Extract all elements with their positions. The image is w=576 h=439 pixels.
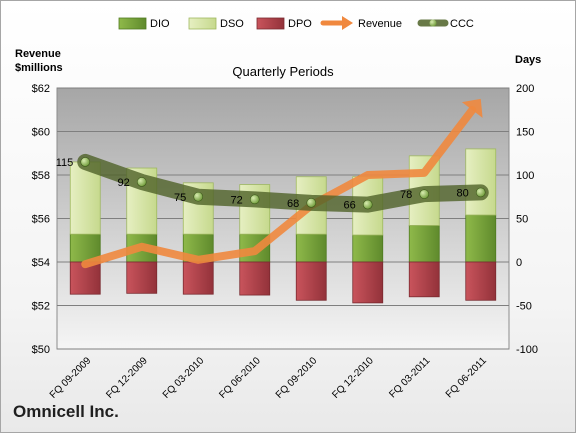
category-label: FQ 09-2009 <box>48 355 94 401</box>
legend-swatch-revenue-head <box>342 16 353 30</box>
legend-label-revenue: Revenue <box>358 18 402 30</box>
bar-dio <box>465 214 497 263</box>
company-name: Omnicell Inc. <box>13 402 119 421</box>
left-tick-label: $62 <box>32 83 50 95</box>
revenue-line <box>81 98 483 269</box>
legend: DIO DSO DPO Revenue CCC <box>118 16 474 30</box>
left-axis-title-line1: Revenue <box>15 48 61 60</box>
ccc-line: 115 92 75 72 68 66 78 80 <box>56 153 489 213</box>
ccc-data-label: 78 <box>400 189 412 201</box>
bar-dpo <box>182 261 214 295</box>
bar-dpo <box>408 261 440 298</box>
legend-label-ccc: CCC <box>450 18 474 30</box>
legend-swatch-ccc-dot <box>429 19 437 27</box>
bar-dso <box>465 148 497 216</box>
right-tick-label: 100 <box>516 170 534 182</box>
ccc-point <box>306 198 317 208</box>
ccc-data-label: 75 <box>174 192 186 204</box>
ccc-point <box>193 191 204 202</box>
bar-dio <box>295 233 327 263</box>
ccc-point <box>475 187 486 198</box>
bar-dpo <box>465 261 497 301</box>
left-tick-label: $58 <box>32 170 50 182</box>
category-label: FQ 12-2010 <box>330 355 376 401</box>
bar-dio <box>408 225 440 263</box>
left-tick-label: $60 <box>32 127 50 139</box>
ccc-point <box>136 177 147 187</box>
chart-title: Quarterly Periods <box>232 64 334 79</box>
revenue-line-path <box>81 105 477 269</box>
category-label: FQ 03-2011 <box>387 355 432 400</box>
legend-label-dio: DIO <box>150 18 170 30</box>
left-tick-label: $52 <box>32 301 50 313</box>
titles: Quarterly Periods Revenue $millions Days <box>15 48 541 79</box>
legend-label-dpo: DPO <box>288 18 312 30</box>
legend-swatch-dso <box>188 17 217 30</box>
right-tick-label: -100 <box>516 344 538 356</box>
right-tick-label: -50 <box>516 301 532 313</box>
legend-swatch-dio <box>118 17 147 30</box>
right-axis-title: Days <box>515 54 541 66</box>
bar-dso <box>69 161 101 235</box>
category-label: FQ 06-2011 <box>444 355 489 400</box>
category-label: FQ 09-2010 <box>274 355 320 401</box>
ccc-point <box>419 189 430 199</box>
legend-swatch-dpo <box>256 17 285 30</box>
right-tick-label: 150 <box>516 127 534 139</box>
category-label: FQ 12-2009 <box>104 355 150 401</box>
ccc-point <box>80 157 91 167</box>
ccc-point <box>362 199 373 210</box>
legend-label-dso: DSO <box>220 18 244 30</box>
category-label: FQ 06-2010 <box>217 355 263 401</box>
bar-dpo <box>352 261 384 304</box>
bar-dpo <box>239 261 271 296</box>
bar-dpo <box>126 261 158 294</box>
ccc-data-label: 115 <box>56 157 74 169</box>
right-tick-label: 200 <box>516 83 534 95</box>
ccc-point <box>249 194 260 205</box>
ccc-data-label: 72 <box>231 194 243 206</box>
left-tick-label: $54 <box>32 257 50 269</box>
left-tick-label: $50 <box>32 344 50 356</box>
left-tick-label: $56 <box>32 214 50 226</box>
left-axis-title-line2: $millions <box>15 62 63 74</box>
ccc-line-path <box>77 153 489 213</box>
bar-dpo <box>295 261 327 301</box>
right-tick-label: 50 <box>516 214 528 226</box>
ccc-data-label: 92 <box>118 177 130 189</box>
right-tick-label: 0 <box>516 257 522 269</box>
ccc-data-label: 68 <box>287 198 299 210</box>
ccc-data-label: 80 <box>457 187 469 199</box>
category-label: FQ 03-2010 <box>161 355 207 401</box>
bar-dio <box>352 234 384 263</box>
revenue-arrowhead <box>461 98 483 118</box>
ccc-data-label: 66 <box>344 200 356 212</box>
